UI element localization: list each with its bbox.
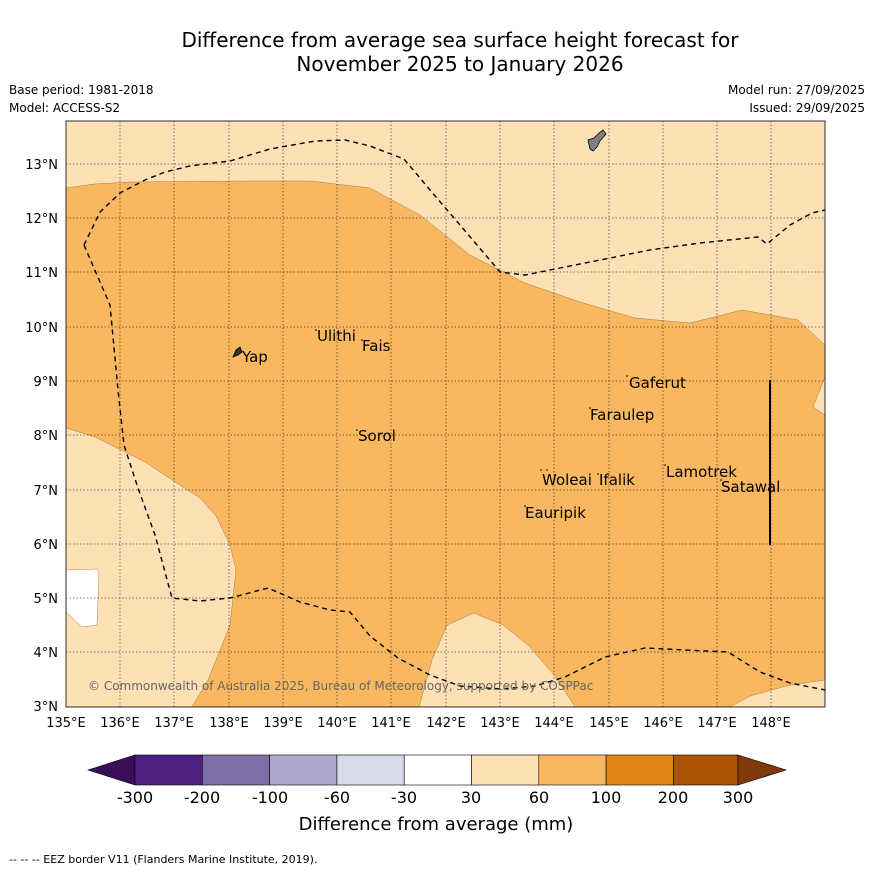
region-60-100 <box>66 180 825 707</box>
colorbar-tick: 200 <box>658 788 689 807</box>
colorbar-bin <box>605 754 674 786</box>
colorbar-bin <box>471 754 540 786</box>
lon-label: 137°E <box>154 716 194 731</box>
colorbar-tick: -60 <box>324 788 350 807</box>
lon-label: 144°E <box>534 716 574 731</box>
lat-label: 13°N <box>25 158 58 173</box>
colorbar-bin <box>673 754 739 786</box>
region-no-change <box>66 568 100 628</box>
place-label-eauripik: Eauripik <box>525 504 586 522</box>
gridlines <box>66 121 825 707</box>
lon-label: 145°E <box>589 716 629 731</box>
colorbar-tick: -200 <box>184 788 220 807</box>
colorbar-high-extend <box>737 754 788 786</box>
lon-label: 138°E <box>209 716 249 731</box>
issued-date: Issued: 29/09/2025 <box>749 101 865 115</box>
lat-label: 4°N <box>34 646 59 661</box>
copyright-notice: © Commonwealth of Australia 2025, Bureau… <box>88 679 593 693</box>
lat-label: 6°N <box>34 538 59 553</box>
eez-legend-note: -- -- -- EEZ border V11 (Flanders Marine… <box>9 853 318 866</box>
place-label-woleai: Woleai <box>542 471 592 489</box>
place-label-gaferut: Gaferut <box>629 374 686 392</box>
colorbar-tick: -30 <box>391 788 417 807</box>
lon-label: 140°E <box>317 716 357 731</box>
lon-axis: 135°E 136°E 137°E 138°E 139°E 140°E 141°… <box>46 716 791 731</box>
colorbar-low-extend <box>87 754 136 786</box>
place-label-faraulep: Faraulep <box>590 406 654 424</box>
lon-label: 148°E <box>751 716 791 731</box>
lat-label: 9°N <box>34 375 59 390</box>
colorbar-label: Difference from average (mm) <box>299 814 574 835</box>
place-label-fais: Fais <box>362 337 391 355</box>
lon-label: 136°E <box>100 716 140 731</box>
lon-label: 143°E <box>480 716 520 731</box>
guam-landmass <box>587 129 607 152</box>
chart-title: Difference from average sea surface heig… <box>60 28 860 76</box>
place-label-ulithi: Ulithi <box>317 327 356 345</box>
lon-label: 142°E <box>426 716 466 731</box>
lon-label: 135°E <box>46 716 86 731</box>
base-period: Base period: 1981-2018 <box>9 83 154 97</box>
lat-label: 7°N <box>34 484 59 499</box>
colorbar-tick: -100 <box>252 788 288 807</box>
title-line-2: November 2025 to January 2026 <box>296 52 624 76</box>
colorbar-tick: 30 <box>461 788 481 807</box>
title-line-1: Difference from average sea surface heig… <box>181 28 739 52</box>
colorbar-tick: 60 <box>529 788 549 807</box>
map-frame <box>65 120 826 708</box>
lon-label: 147°E <box>697 716 737 731</box>
lat-axis: 13°N 12°N 11°N 10°N 9°N 8°N 7°N 6°N 5°N … <box>25 158 58 715</box>
colorbar-bin <box>403 754 472 786</box>
place-label-lamotrek: Lamotrek <box>666 463 737 481</box>
lon-label: 139°E <box>263 716 303 731</box>
colorbar-tick: 300 <box>723 788 754 807</box>
colorbar-tick: 100 <box>591 788 622 807</box>
model-run-date: Model run: 27/09/2025 <box>727 83 865 97</box>
place-label-yap: Yap <box>241 348 268 366</box>
map-panel: Ulithi Fais Yap Gaferut Faraulep Sorol W… <box>66 121 825 707</box>
colorbar-bin <box>336 754 405 786</box>
lat-label: 3°N <box>34 700 59 715</box>
lat-label: 5°N <box>34 592 59 607</box>
lon-label: 146°E <box>643 716 683 731</box>
colorbar-bin <box>134 754 203 786</box>
place-label-ifalik: Ifalik <box>599 471 635 489</box>
yap-landmass <box>232 346 243 358</box>
eez-border <box>83 139 825 691</box>
place-label-satawal: Satawal <box>721 478 780 496</box>
meta-left: Base period: 1981-2018 Model: ACCESS-S2 <box>9 81 154 117</box>
lat-label: 12°N <box>25 212 58 227</box>
meta-right: Model run: 27/09/2025 Issued: 29/09/2025 <box>728 81 865 117</box>
colorbar-bin <box>202 754 270 786</box>
island-markers <box>315 329 722 507</box>
colorbar: -300 -200 -100 -60 -30 30 60 100 200 300… <box>87 754 788 835</box>
colorbar-bin <box>538 754 607 786</box>
colorbar-tick: -300 <box>117 788 153 807</box>
lat-label: 10°N <box>25 321 58 336</box>
colorbar-bin <box>269 754 338 786</box>
lat-label: 11°N <box>25 266 58 281</box>
place-label-sorol: Sorol <box>358 427 396 445</box>
lat-label: 8°N <box>34 429 59 444</box>
model-name: Model: ACCESS-S2 <box>9 101 121 115</box>
lon-label: 141°E <box>371 716 411 731</box>
